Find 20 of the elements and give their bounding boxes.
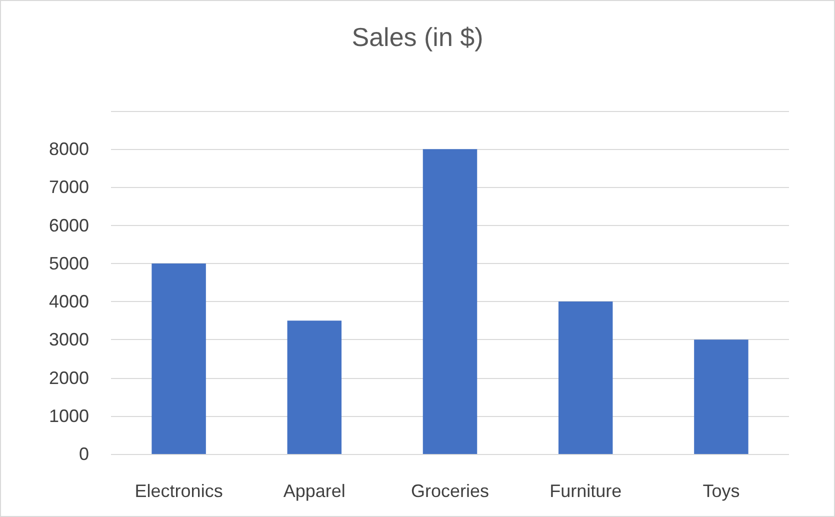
- y-tick-label: 3000: [48, 330, 89, 350]
- y-tick-label: 4000: [48, 292, 89, 312]
- y-tick-label: 1000: [48, 406, 89, 426]
- bar: [287, 320, 342, 454]
- x-tick-label: Electronics: [134, 481, 223, 501]
- y-tick-label: 6000: [48, 215, 89, 236]
- bar: [694, 340, 748, 454]
- bar: [152, 263, 206, 454]
- x-tick-label: Furniture: [550, 481, 622, 501]
- y-tick-label: 2000: [48, 368, 89, 388]
- y-tick-label: 8000: [48, 139, 89, 160]
- y-tick-label: 0: [78, 444, 89, 464]
- y-tick-label: 5000: [48, 253, 89, 274]
- bar: [422, 149, 478, 454]
- y-tick-label: 7000: [48, 177, 89, 198]
- chart-title: Sales (in $): [352, 22, 484, 52]
- x-tick-label: Apparel: [283, 481, 346, 501]
- x-tick-label: Groceries: [410, 481, 490, 501]
- bar: [558, 302, 613, 454]
- x-tick-label: Toys: [702, 481, 740, 501]
